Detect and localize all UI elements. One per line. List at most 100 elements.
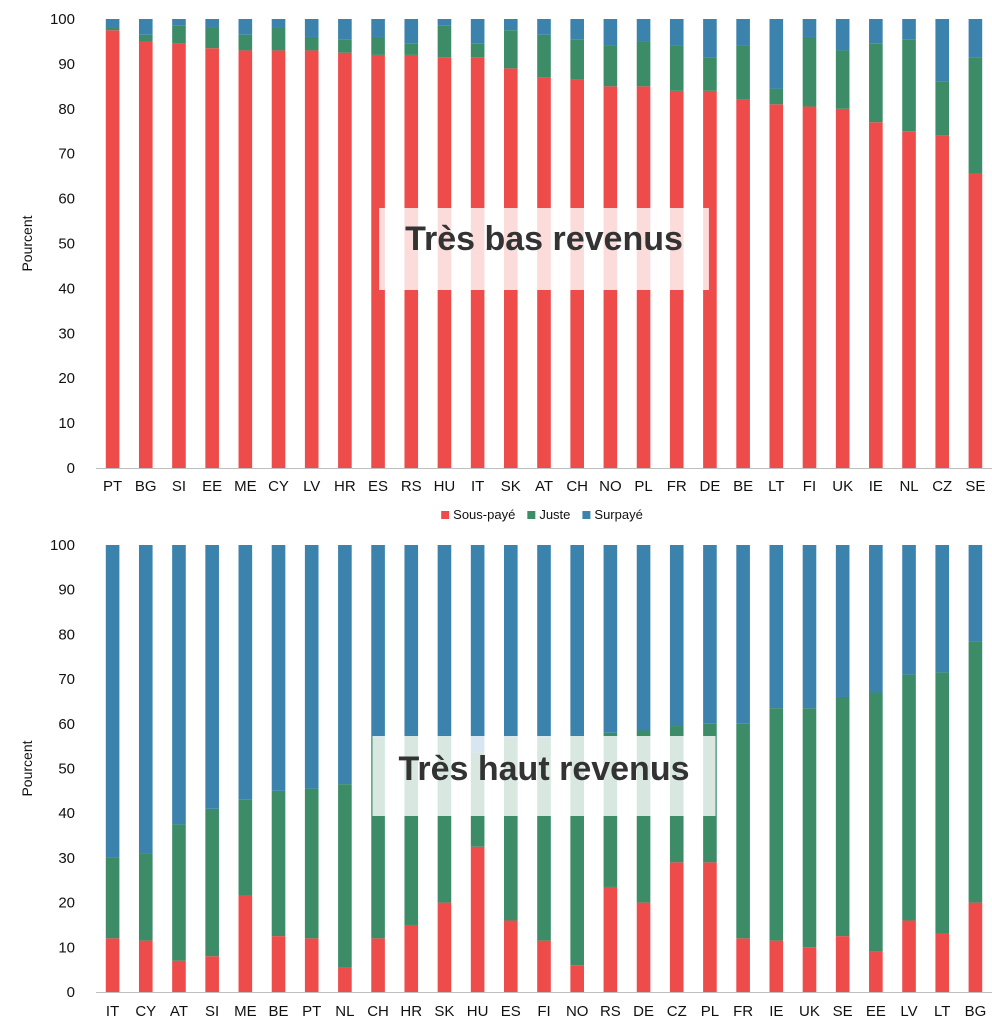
- bar-segment-si-fair: [205, 808, 219, 957]
- bar-segment-at-overpaid: [537, 19, 551, 35]
- chart-legend: Sous-payé Juste Surpayé: [441, 507, 643, 522]
- bar-segment-ee-fair: [205, 27, 219, 49]
- x-tick-label: HU: [434, 478, 456, 495]
- bar-segment-si-overpaid: [172, 19, 186, 26]
- bar-segment-ee-underpaid: [205, 48, 219, 468]
- bar-segment-it-overpaid: [470, 19, 485, 44]
- x-tick-label: ES: [501, 1003, 521, 1020]
- legend-label-fair: Juste: [539, 507, 570, 522]
- x-tick-label: BE: [733, 478, 753, 495]
- bar-segment-ie-overpaid: [869, 19, 883, 44]
- legend-swatch-fair: [527, 511, 536, 519]
- bar-segment-se-underpaid: [835, 936, 850, 993]
- bar-segment-bg-underpaid: [138, 41, 153, 468]
- bar-segment-es-fair: [371, 36, 385, 55]
- x-tick-label: SI: [205, 1003, 219, 1020]
- bar-segment-pt-fair: [304, 788, 319, 939]
- bar-segment-de-overpaid: [703, 19, 717, 58]
- bar-segment-be-fair: [271, 790, 286, 937]
- x-tick-label: LV: [303, 478, 320, 495]
- x-tick-label: FI: [537, 1003, 550, 1020]
- bar-segment-pt-underpaid: [105, 30, 120, 468]
- x-tick-label: SE: [833, 1003, 853, 1020]
- bar-segment-cz-fair: [935, 81, 950, 136]
- bar-segment-cy-overpaid: [138, 545, 153, 854]
- bar-segment-lt-fair: [769, 88, 784, 105]
- bar-segment-no-overpaid: [570, 545, 584, 735]
- bar-segment-cy-fair: [138, 853, 153, 941]
- bar-segment-lv-overpaid: [902, 545, 916, 675]
- bar-segment-cy-underpaid: [138, 940, 153, 992]
- chart-panel-high-income: 0 10 20 30 40 50 60 70 80 90 100 Pourcent IT CY AT SI ME…: [19, 537, 992, 1020]
- y-tick-label: 80: [58, 101, 75, 118]
- bar-segment-se-overpaid: [968, 19, 983, 58]
- x-tick-label: CZ: [667, 1003, 687, 1020]
- bar-segment-fr-overpaid: [736, 545, 750, 724]
- bar-segment-ee-overpaid: [205, 19, 219, 28]
- bar-segment-it-fair: [105, 857, 120, 939]
- bar-segment-fi-overpaid: [537, 545, 551, 738]
- x-tick-label: BG: [965, 1003, 987, 1020]
- y-tick-label: 60: [58, 191, 75, 208]
- legend-swatch-overpaid: [582, 511, 591, 519]
- bar-segment-me-overpaid: [238, 19, 253, 35]
- bar-segment-ie-underpaid: [769, 940, 784, 992]
- x-tick-label: PT: [302, 1003, 321, 1020]
- bar-segment-cz-underpaid: [935, 135, 950, 469]
- x-tick-label: CH: [367, 1003, 389, 1020]
- bar-segment-hr-overpaid: [338, 19, 352, 40]
- bar-segment-fi-fair: [802, 36, 817, 107]
- bar-segment-pt-underpaid: [304, 938, 319, 992]
- bar-segment-hu-overpaid: [437, 19, 452, 26]
- bar-segment-lt-overpaid: [935, 545, 950, 673]
- x-tick-label: HR: [400, 1003, 422, 1020]
- bar-segment-bg-overpaid: [138, 19, 153, 35]
- bar-segment-lv-overpaid: [304, 19, 319, 37]
- x-tick-label: NL: [899, 478, 918, 495]
- bar-segment-uk-overpaid: [835, 19, 850, 51]
- bar-segment-ch-overpaid: [371, 545, 385, 738]
- legend-swatch-underpaid: [441, 511, 450, 519]
- x-tick-label: PL: [701, 1003, 719, 1020]
- y-tick-label: 10: [58, 939, 75, 956]
- bar-segment-it-underpaid: [105, 938, 120, 992]
- bar-segment-ch-fair: [570, 39, 584, 80]
- bar-segment-nl-overpaid: [902, 19, 916, 40]
- bar-segment-sk-overpaid: [437, 545, 452, 735]
- bar-segment-es-underpaid: [371, 54, 385, 469]
- x-tick-label: IE: [769, 1003, 783, 1020]
- bar-segment-cz-underpaid: [669, 862, 684, 992]
- bar-segment-bg-fair: [138, 34, 153, 42]
- bar-segment-nl-underpaid: [338, 967, 352, 992]
- bar-segment-ie-fair: [769, 708, 784, 941]
- bar-segment-uk-underpaid: [802, 947, 817, 992]
- bar-segment-at-overpaid: [172, 545, 186, 825]
- y-tick-label: 90: [58, 582, 75, 599]
- y-tick-label: 90: [58, 56, 75, 73]
- bar-segment-hr-overpaid: [404, 545, 419, 735]
- annotation-box: [372, 736, 716, 816]
- bar-segment-cz-overpaid: [669, 545, 684, 727]
- x-tick-label: HR: [334, 478, 356, 495]
- bar-segment-bg-underpaid: [968, 902, 983, 992]
- bar-segment-cz-overpaid: [935, 19, 950, 82]
- y-tick-label: 10: [58, 415, 75, 432]
- bar-segment-nl-fair: [338, 784, 352, 968]
- bar-segment-lt-fair: [935, 672, 950, 934]
- bar-segment-me-underpaid: [238, 895, 253, 992]
- bar-segment-se-fair: [835, 696, 850, 937]
- y-tick-label: 80: [58, 626, 75, 643]
- bar-segment-rs-overpaid: [404, 19, 419, 44]
- bar-segment-lv-underpaid: [304, 50, 319, 469]
- x-tick-label: PL: [634, 478, 652, 495]
- bar-segment-be-underpaid: [736, 99, 750, 468]
- bar-segment-fr-fair: [736, 723, 750, 939]
- bar-segment-no-fair: [603, 45, 618, 87]
- x-tick-label: PT: [103, 478, 122, 495]
- bar-segment-fr-fair: [669, 45, 684, 91]
- bar-segment-hu-fair: [437, 25, 452, 58]
- x-tick-label: CH: [566, 478, 588, 495]
- x-tick-label: UK: [832, 478, 853, 495]
- x-tick-label: NL: [335, 1003, 354, 1020]
- bar-segment-be-underpaid: [271, 936, 286, 993]
